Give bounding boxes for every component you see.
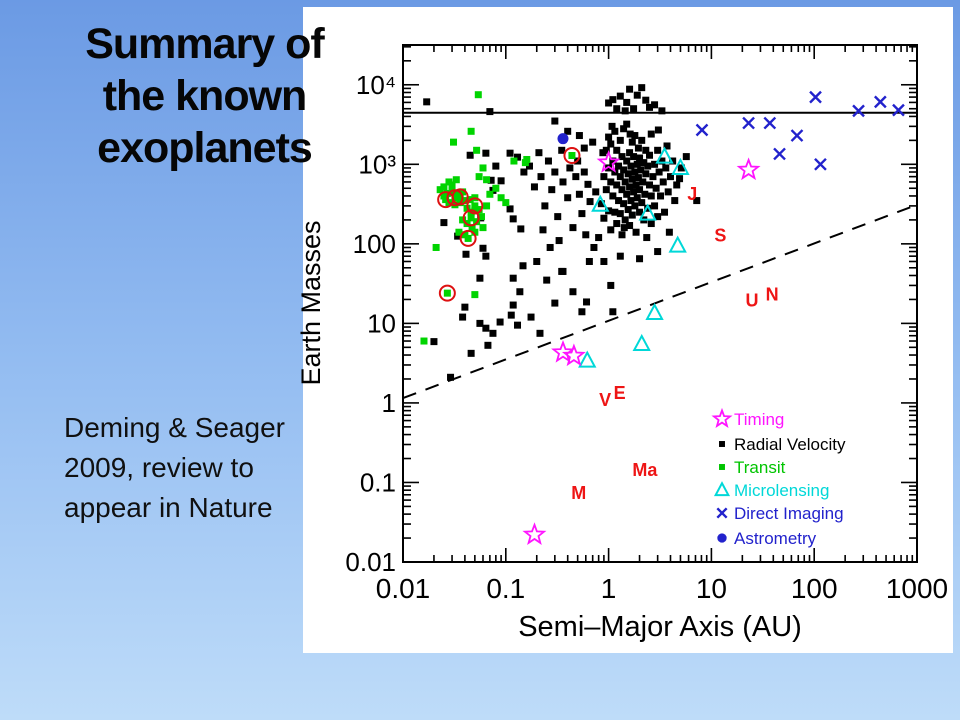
slide-title: Summary of the known exoplanets [52, 18, 357, 174]
plot-frame [402, 44, 918, 563]
series-transit-circled [437, 147, 581, 302]
planet-label-u: U [746, 291, 759, 311]
legend: Timing Radial Velocity Transit Microlensing… [711, 407, 846, 548]
axis-ticks [402, 45, 918, 563]
x-tick-label: 0.01 [376, 573, 431, 604]
legend-item-astrometry: Astrometry [717, 529, 817, 548]
y-tick-label: 10⁴ [356, 70, 396, 100]
legend-label: Transit [734, 458, 786, 477]
x-axis-title: Semi–Major Axis (AU) [518, 611, 802, 643]
x-tick-label: 100 [791, 573, 838, 604]
x-tick-labels: 0.01 0.1 1 10 100 1000 [376, 573, 948, 604]
legend-item-transit: Transit [719, 458, 786, 477]
y-tick-label: 10³ [358, 149, 396, 179]
series-direct-imaging [695, 90, 905, 171]
series-timing [522, 150, 761, 545]
planet-label-m: M [571, 483, 586, 503]
legend-item-radial-velocity: Radial Velocity [719, 435, 846, 454]
legend-item-direct-imaging: Direct Imaging [716, 504, 844, 523]
solar-system-labels: M V E Ma J S U N [571, 184, 778, 503]
y-tick-label: 100 [353, 229, 396, 259]
title-line-1: Summary of [85, 20, 325, 68]
x-tick-label: 0.1 [486, 573, 525, 604]
y-tick-labels: 0.01 0.1 1 10 100 10³ 10⁴ [345, 70, 396, 577]
legend-label: Direct Imaging [734, 504, 844, 523]
planet-label-j: J [687, 184, 697, 204]
x-tick-label: 10 [696, 573, 727, 604]
series-microlensing [578, 146, 690, 368]
planet-label-ma: Ma [632, 460, 658, 480]
citation-line-3: appear in Nature [64, 492, 273, 523]
y-tick-label: 0.1 [360, 467, 396, 497]
title-line-3: exoplanets [97, 124, 313, 172]
detection-threshold-line [402, 203, 918, 400]
y-tick-label: 10 [367, 308, 396, 338]
citation-line-2: 2009, review to [64, 452, 254, 483]
legend-label: Astrometry [734, 529, 817, 548]
title-line-2: the known [102, 72, 308, 120]
plot-frame-group [402, 44, 918, 563]
x-tick-label: 1 [601, 573, 617, 604]
y-axis-title: Earth Masses [296, 220, 326, 385]
y-tick-label: 0.01 [345, 547, 396, 577]
detection-threshold [402, 203, 918, 400]
legend-label: Radial Velocity [734, 435, 846, 454]
planet-label-n: N [766, 285, 779, 305]
plot-panel [303, 7, 953, 653]
legend-label: Timing [734, 410, 784, 429]
legend-label: Microlensing [734, 481, 829, 500]
y-tick-label: 1 [382, 388, 396, 418]
planet-label-e: E [614, 383, 626, 403]
planet-label-v: V [599, 390, 611, 410]
planet-label-s: S [714, 226, 726, 246]
legend-item-microlensing: Microlensing [713, 481, 829, 500]
series-radial-velocity [423, 84, 701, 381]
citation: Deming & Seager 2009, review to appear i… [64, 408, 324, 528]
legend-item-timing: Timing [711, 407, 784, 429]
x-tick-label: 1000 [886, 573, 948, 604]
series-astrometry [557, 133, 569, 145]
citation-line-1: Deming & Seager [64, 412, 286, 443]
